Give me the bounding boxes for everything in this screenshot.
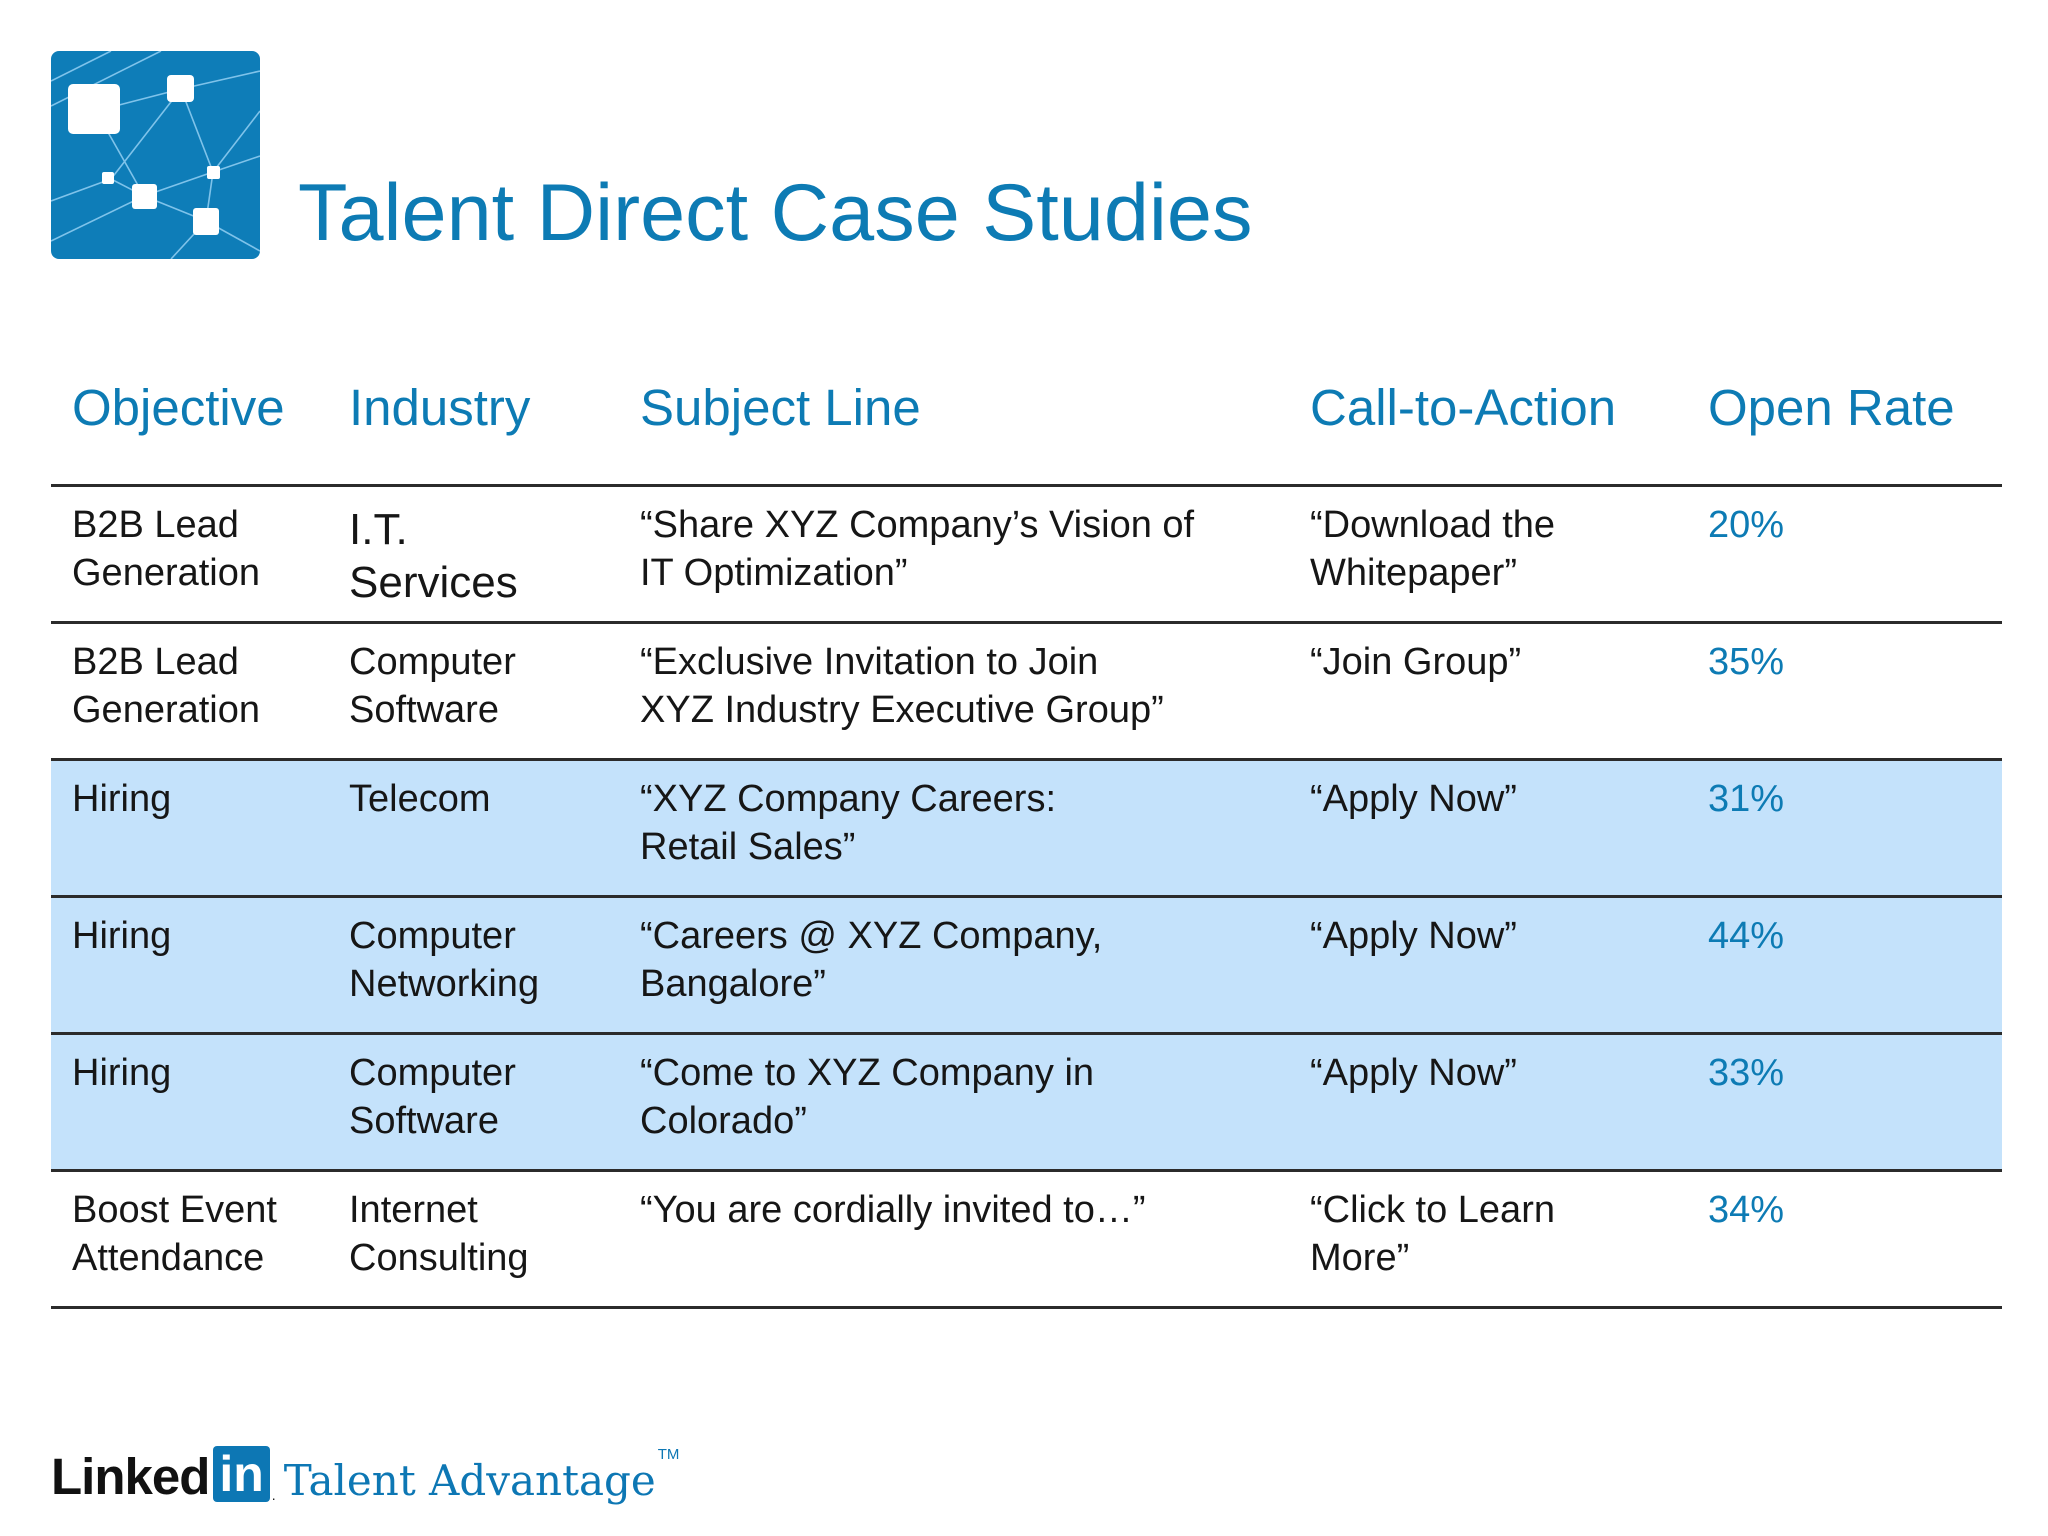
cell-call-to-action: “Click to Learn More”: [1310, 1189, 1555, 1279]
product-name: Talent Advantage: [283, 1456, 656, 1505]
trademark-mark: TM: [657, 1446, 680, 1463]
cell-open-rate: 34%: [1708, 1189, 1785, 1231]
network-nodes-icon: [50, 50, 261, 260]
table-row: Boost Event Attendance Internet Consulti…: [51, 1172, 2002, 1309]
cell-subject-line: “XYZ Company Careers: Retail Sales”: [640, 778, 1057, 868]
header-open-rate: Open Rate: [1708, 379, 1955, 436]
table-row: B2B Lead Generation I.T. Services “Share…: [51, 487, 2002, 624]
cell-open-rate: 33%: [1708, 1052, 1785, 1094]
table-row: B2B Lead Generation Computer Software “E…: [51, 624, 2002, 761]
table-row: Hiring Computer Networking “Careers @ XY…: [51, 898, 2002, 1035]
page-title: Talent Direct Case Studies: [298, 168, 1253, 258]
cell-open-rate: 20%: [1708, 504, 1785, 546]
cell-subject-line: “Come to XYZ Company in Colorado”: [640, 1052, 1095, 1142]
cell-industry: Computer Networking: [349, 915, 540, 1005]
header-industry: Industry: [349, 379, 531, 436]
cell-subject-line: “Careers @ XYZ Company, Bangalore”: [640, 915, 1103, 1005]
table-row: Hiring Telecom “XYZ Company Careers: Ret…: [51, 761, 2002, 898]
header-objective: Objective: [72, 379, 285, 436]
cell-open-rate: 35%: [1708, 641, 1785, 683]
cell-call-to-action: “Apply Now”: [1310, 915, 1517, 957]
case-studies-table: Objective Industry Subject Line Call-to-…: [51, 360, 2002, 1309]
linkedin-talent-advantage-logo: Linked in . Talent Advantage TM: [51, 1432, 679, 1502]
cell-call-to-action: “Apply Now”: [1310, 778, 1517, 820]
cell-objective: Hiring: [72, 915, 172, 957]
header-call-to-action: Call-to-Action: [1310, 379, 1617, 436]
table-header-row: Objective Industry Subject Line Call-to-…: [51, 360, 2002, 487]
cell-subject-line: “Share XYZ Company’s Vision of IT Optimi…: [640, 504, 1195, 594]
cell-industry: Telecom: [349, 778, 491, 820]
cell-call-to-action: “Download the Whitepaper”: [1310, 504, 1556, 594]
brand-linked: Linked: [51, 1448, 210, 1505]
table-row: Hiring Computer Software “Come to XYZ Co…: [51, 1035, 2002, 1172]
cell-subject-line: “You are cordially invited to…”: [640, 1189, 1146, 1231]
linkedin-in-icon: in: [213, 1446, 270, 1502]
cell-industry: I.T. Services: [349, 505, 518, 607]
cell-call-to-action: “Apply Now”: [1310, 1052, 1517, 1094]
header-subject-line: Subject Line: [640, 379, 921, 436]
cell-open-rate: 31%: [1708, 778, 1785, 820]
cell-open-rate: 44%: [1708, 915, 1785, 957]
cell-objective: Boost Event Attendance: [72, 1189, 277, 1279]
cell-objective: B2B Lead Generation: [72, 504, 261, 594]
cell-objective: B2B Lead Generation: [72, 641, 261, 731]
cell-subject-line: “Exclusive Invitation to Join XYZ Indust…: [640, 641, 1164, 731]
cell-industry: Computer Software: [349, 641, 516, 731]
cell-call-to-action: “Join Group”: [1310, 641, 1522, 683]
cell-industry: Internet Consulting: [349, 1189, 529, 1279]
cell-objective: Hiring: [72, 1052, 172, 1094]
cell-objective: Hiring: [72, 778, 172, 820]
cell-industry: Computer Software: [349, 1052, 516, 1142]
brand-dot: .: [271, 1487, 276, 1503]
